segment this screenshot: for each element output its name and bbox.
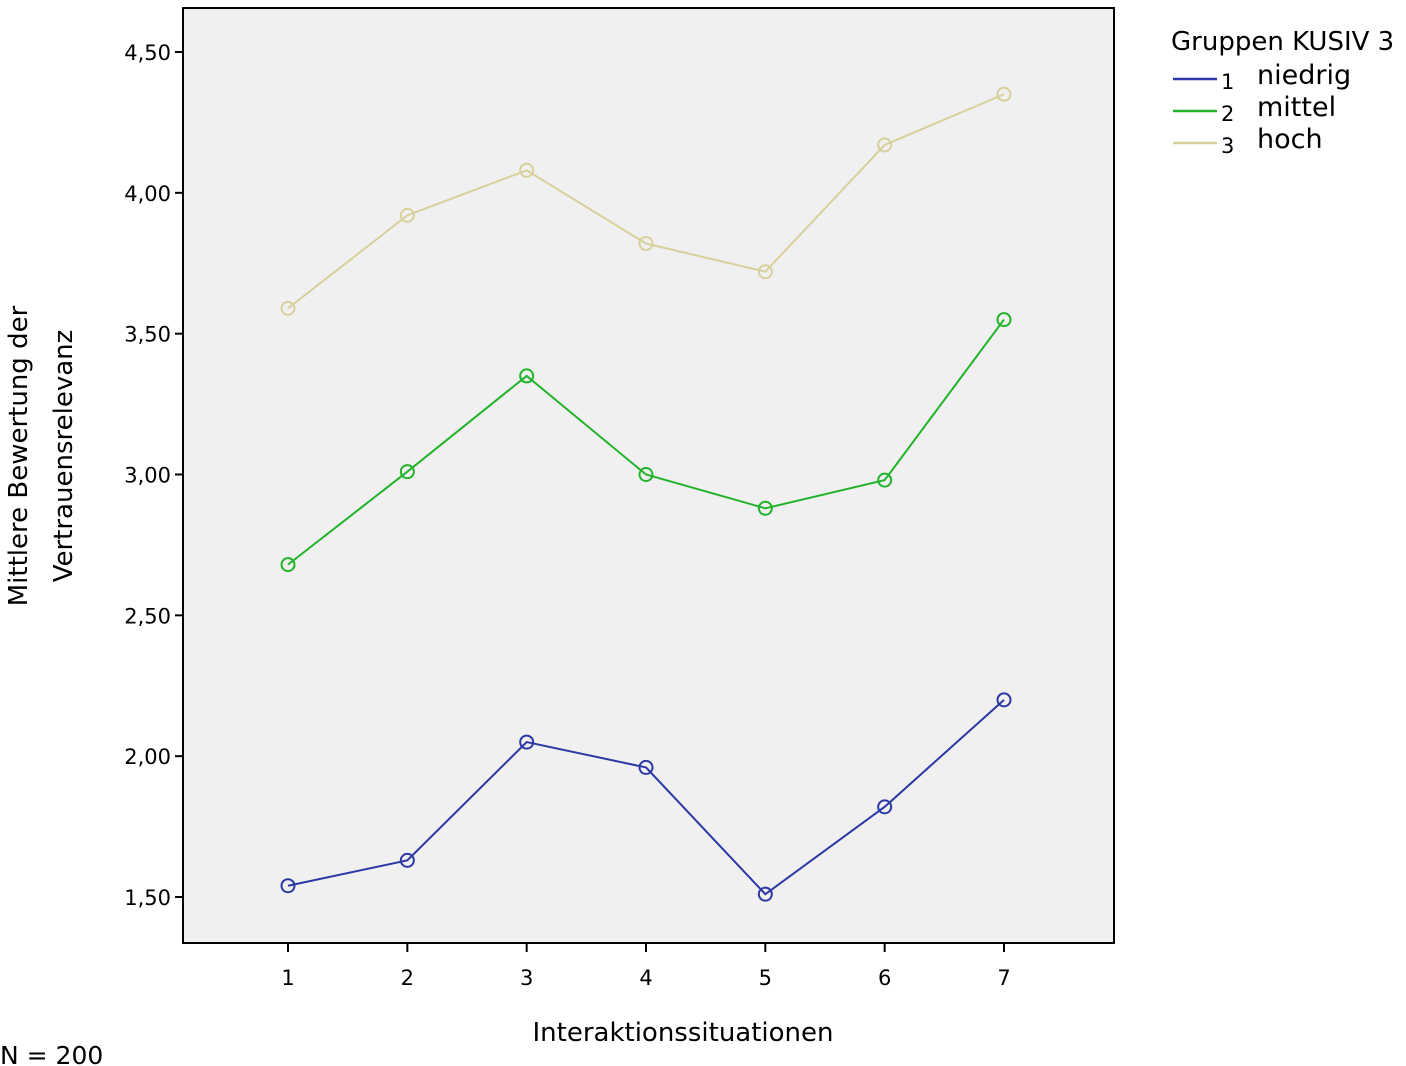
legend: Gruppen KUSIV 3 1 niedrig 2 mittel 3 hoch: [1171, 27, 1394, 158]
x-axis: 1 2 3 4 5 6 7: [281, 943, 1011, 990]
y-tick-label: 2,50: [124, 604, 171, 628]
y-axis-title-line-1: Mittlere Bewertung der: [4, 305, 34, 606]
data-point-hoch: [996, 86, 1012, 102]
data-point-niedrig: [519, 734, 535, 750]
data-point-hoch: [638, 236, 654, 252]
series-line-hoch: [287, 93, 1005, 310]
legend-code-niedrig: 1: [1221, 70, 1234, 94]
series-layer: [280, 86, 1012, 902]
x-tick-label: 1: [281, 966, 294, 990]
data-point-niedrig: [757, 886, 773, 902]
legend-label-hoch: hoch: [1257, 124, 1323, 155]
x-tick-label: 3: [520, 966, 533, 990]
x-tick-label: 6: [878, 966, 891, 990]
data-point-mittel: [280, 557, 296, 573]
legend-code-mittel: 2: [1221, 102, 1234, 126]
data-point-niedrig: [877, 799, 893, 815]
y-axis: 1,50 2,00 2,50 3,00 3,50 4,00 4,50: [124, 41, 183, 910]
series-line-niedrig: [287, 699, 1005, 896]
x-tick-label: 7: [997, 966, 1010, 990]
legend-label-mittel: mittel: [1257, 92, 1336, 123]
data-point-hoch: [399, 207, 415, 223]
data-point-mittel: [519, 368, 535, 384]
series-line-mittel: [287, 318, 1005, 566]
y-tick-label: 4,50: [124, 41, 171, 65]
data-point-niedrig: [399, 852, 415, 868]
data-point-niedrig: [638, 759, 654, 775]
data-point-niedrig: [996, 692, 1012, 708]
data-point-mittel: [638, 467, 654, 482]
data-point-mittel: [399, 464, 415, 480]
y-tick-label: 2,00: [124, 745, 171, 769]
y-tick-label: 3,00: [124, 464, 171, 488]
data-point-mittel: [996, 312, 1012, 328]
x-tick-label: 2: [401, 966, 414, 990]
y-tick-label: 3,50: [124, 323, 171, 347]
y-tick-label: 1,50: [124, 886, 171, 910]
x-axis-title: Interaktionssituationen: [532, 1018, 833, 1048]
data-point-niedrig: [280, 878, 296, 894]
data-point-hoch: [757, 264, 773, 280]
sample-size-note: N = 200: [0, 1041, 103, 1066]
y-tick-label: 4,00: [124, 182, 171, 206]
y-axis-title-line-2: Vertrauensrelevanz: [49, 330, 79, 583]
legend-title: Gruppen KUSIV 3: [1171, 27, 1394, 57]
data-point-mittel: [757, 500, 773, 516]
data-point-mittel: [877, 472, 893, 488]
legend-label-niedrig: niedrig: [1257, 60, 1351, 91]
x-tick-label: 4: [639, 966, 652, 990]
legend-code-hoch: 3: [1221, 134, 1234, 158]
data-point-hoch: [877, 137, 893, 153]
data-point-hoch: [519, 162, 535, 178]
x-tick-label: 5: [759, 966, 772, 990]
data-point-hoch: [280, 300, 296, 316]
